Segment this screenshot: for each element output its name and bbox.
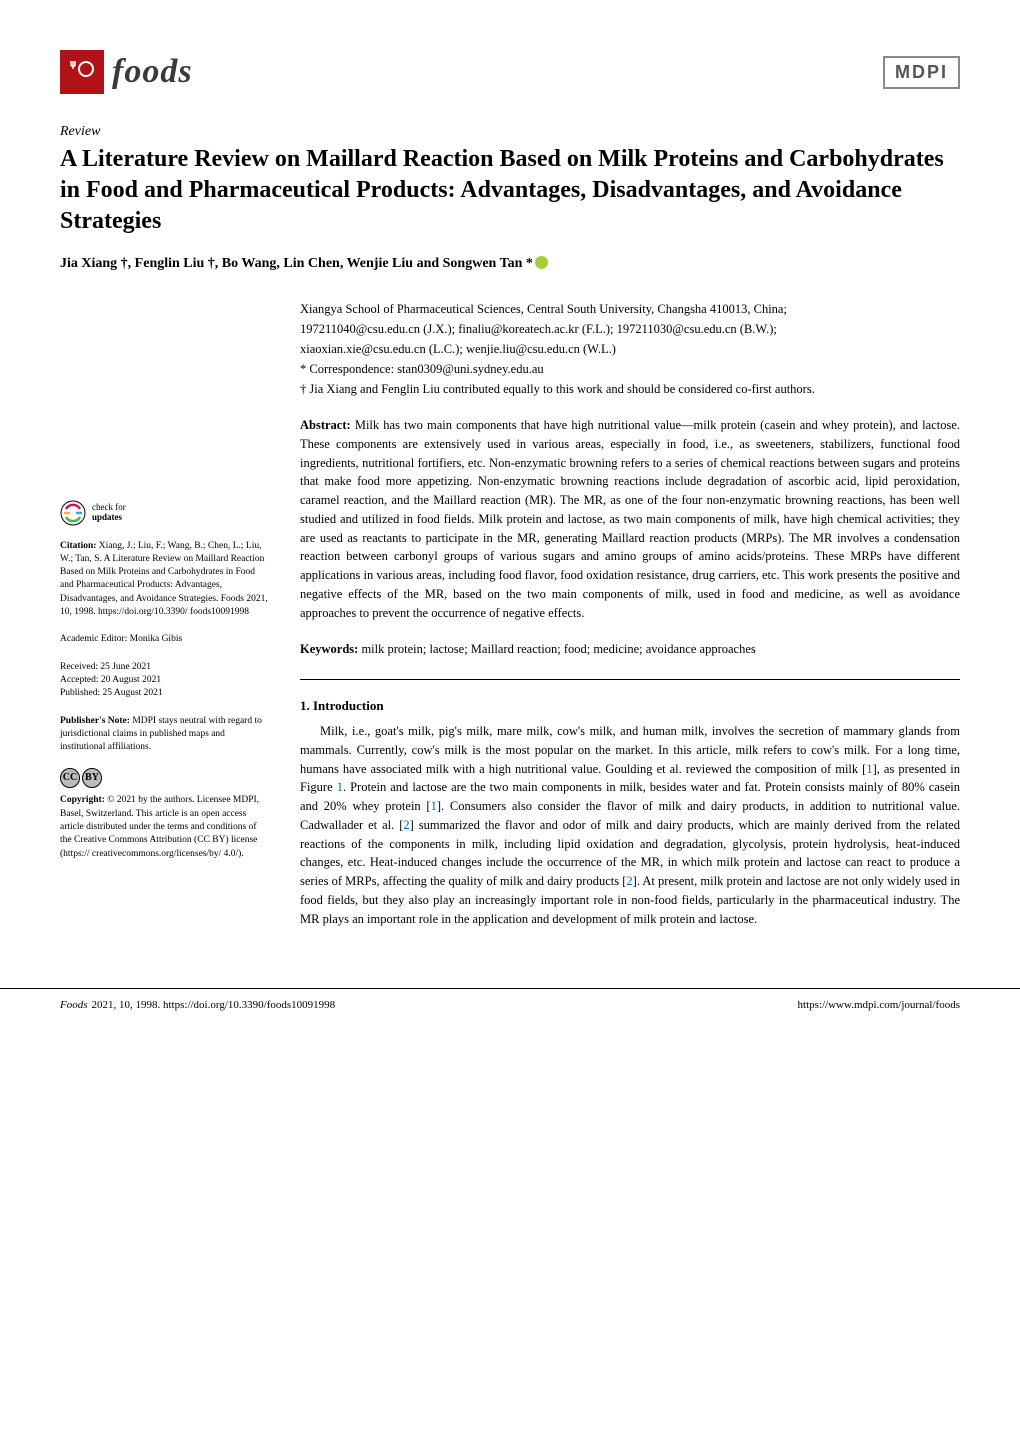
publisher-note-label: Publisher's Note: (60, 716, 130, 726)
affiliation-emails-2: xiaoxian.xie@csu.edu.cn (L.C.); wenjie.l… (300, 340, 960, 358)
page-footer: Foods 2021, 10, 1998. https://doi.org/10… (0, 988, 1020, 1031)
keywords-text: milk protein; lactose; Maillard reaction… (361, 642, 755, 656)
main-column: Xiangya School of Pharmaceutical Science… (300, 300, 960, 929)
cc-icon: CC (60, 768, 80, 788)
abstract-text: Milk has two main components that have h… (300, 418, 960, 620)
fork-plate-icon (68, 55, 96, 89)
publisher-logo: MDPI (883, 56, 960, 89)
section-1-heading: 1. Introduction (300, 698, 960, 714)
section-divider (300, 679, 960, 680)
published-date: 25 August 2021 (103, 688, 163, 698)
contribution-note: † Jia Xiang and Fenglin Liu contributed … (300, 380, 960, 398)
license-block: CC BY Copyright: © 2021 by the authors. … (60, 768, 270, 860)
orcid-icon (535, 256, 548, 269)
affiliation-emails-1: 197211040@csu.edu.cn (J.X.); finaliu@kor… (300, 320, 960, 338)
article-title: A Literature Review on Maillard Reaction… (60, 144, 960, 238)
journal-logo: foods (60, 50, 193, 94)
by-icon: BY (82, 768, 102, 788)
citation-text: Xiang, J.; Liu, F.; Wang, B.; Chen, L.; … (60, 541, 268, 617)
footer-citation: 2021, 10, 1998. https://doi.org/10.3390/… (92, 999, 336, 1011)
citation-label: Citation: (60, 541, 96, 551)
footer-journal-italic: Foods (60, 999, 88, 1011)
editor-name: Monika Gibis (130, 634, 183, 644)
check-updates-line1: check for (92, 502, 126, 512)
abstract: Abstract: Milk has two main components t… (300, 416, 960, 622)
check-updates-line2: updates (92, 512, 122, 522)
page-header: foods MDPI (60, 50, 960, 94)
footer-url[interactable]: https://www.mdpi.com/journal/foods (798, 999, 960, 1011)
check-updates-badge[interactable]: check for updates (60, 500, 270, 526)
publisher-note-block: Publisher's Note: MDPI stays neutral wit… (60, 715, 270, 755)
sidebar: check for updates Citation: Xiang, J.; L… (60, 300, 270, 929)
accepted-date: 20 August 2021 (101, 675, 161, 685)
journal-name: foods (112, 53, 193, 91)
abstract-label: Abstract: (300, 418, 351, 432)
journal-logo-icon (60, 50, 104, 94)
authors-list: Jia Xiang †, Fenglin Liu †, Bo Wang, Lin… (60, 256, 960, 272)
citation-block: Citation: Xiang, J.; Liu, F.; Wang, B.; … (60, 540, 270, 620)
section-1-text: Milk, i.e., goat's milk, pig's milk, mar… (300, 724, 960, 926)
cc-by-badge: CC BY (60, 768, 102, 788)
check-updates-label: check for updates (92, 503, 126, 523)
editor-label: Academic Editor: (60, 634, 127, 644)
editor-block: Academic Editor: Monika Gibis (60, 633, 270, 646)
received-label: Received: (60, 662, 98, 672)
section-1-body: Milk, i.e., goat's milk, pig's milk, mar… (300, 722, 960, 928)
article-type: Review (60, 124, 960, 140)
copyright-label: Copyright: (60, 795, 105, 805)
affiliation-block: Xiangya School of Pharmaceutical Science… (300, 300, 960, 399)
affiliation-institution: Xiangya School of Pharmaceutical Science… (300, 300, 960, 318)
check-updates-icon (60, 500, 86, 526)
published-label: Published: (60, 688, 100, 698)
keywords-label: Keywords: (300, 642, 358, 656)
dates-block: Received: 25 June 2021 Accepted: 20 Augu… (60, 661, 270, 701)
accepted-label: Accepted: (60, 675, 99, 685)
correspondence: * Correspondence: stan0309@uni.sydney.ed… (300, 360, 960, 378)
footer-left: Foods 2021, 10, 1998. https://doi.org/10… (60, 999, 335, 1011)
received-date: 25 June 2021 (100, 662, 151, 672)
authors-text: Jia Xiang †, Fenglin Liu †, Bo Wang, Lin… (60, 256, 533, 271)
keywords: Keywords: milk protein; lactose; Maillar… (300, 640, 960, 659)
